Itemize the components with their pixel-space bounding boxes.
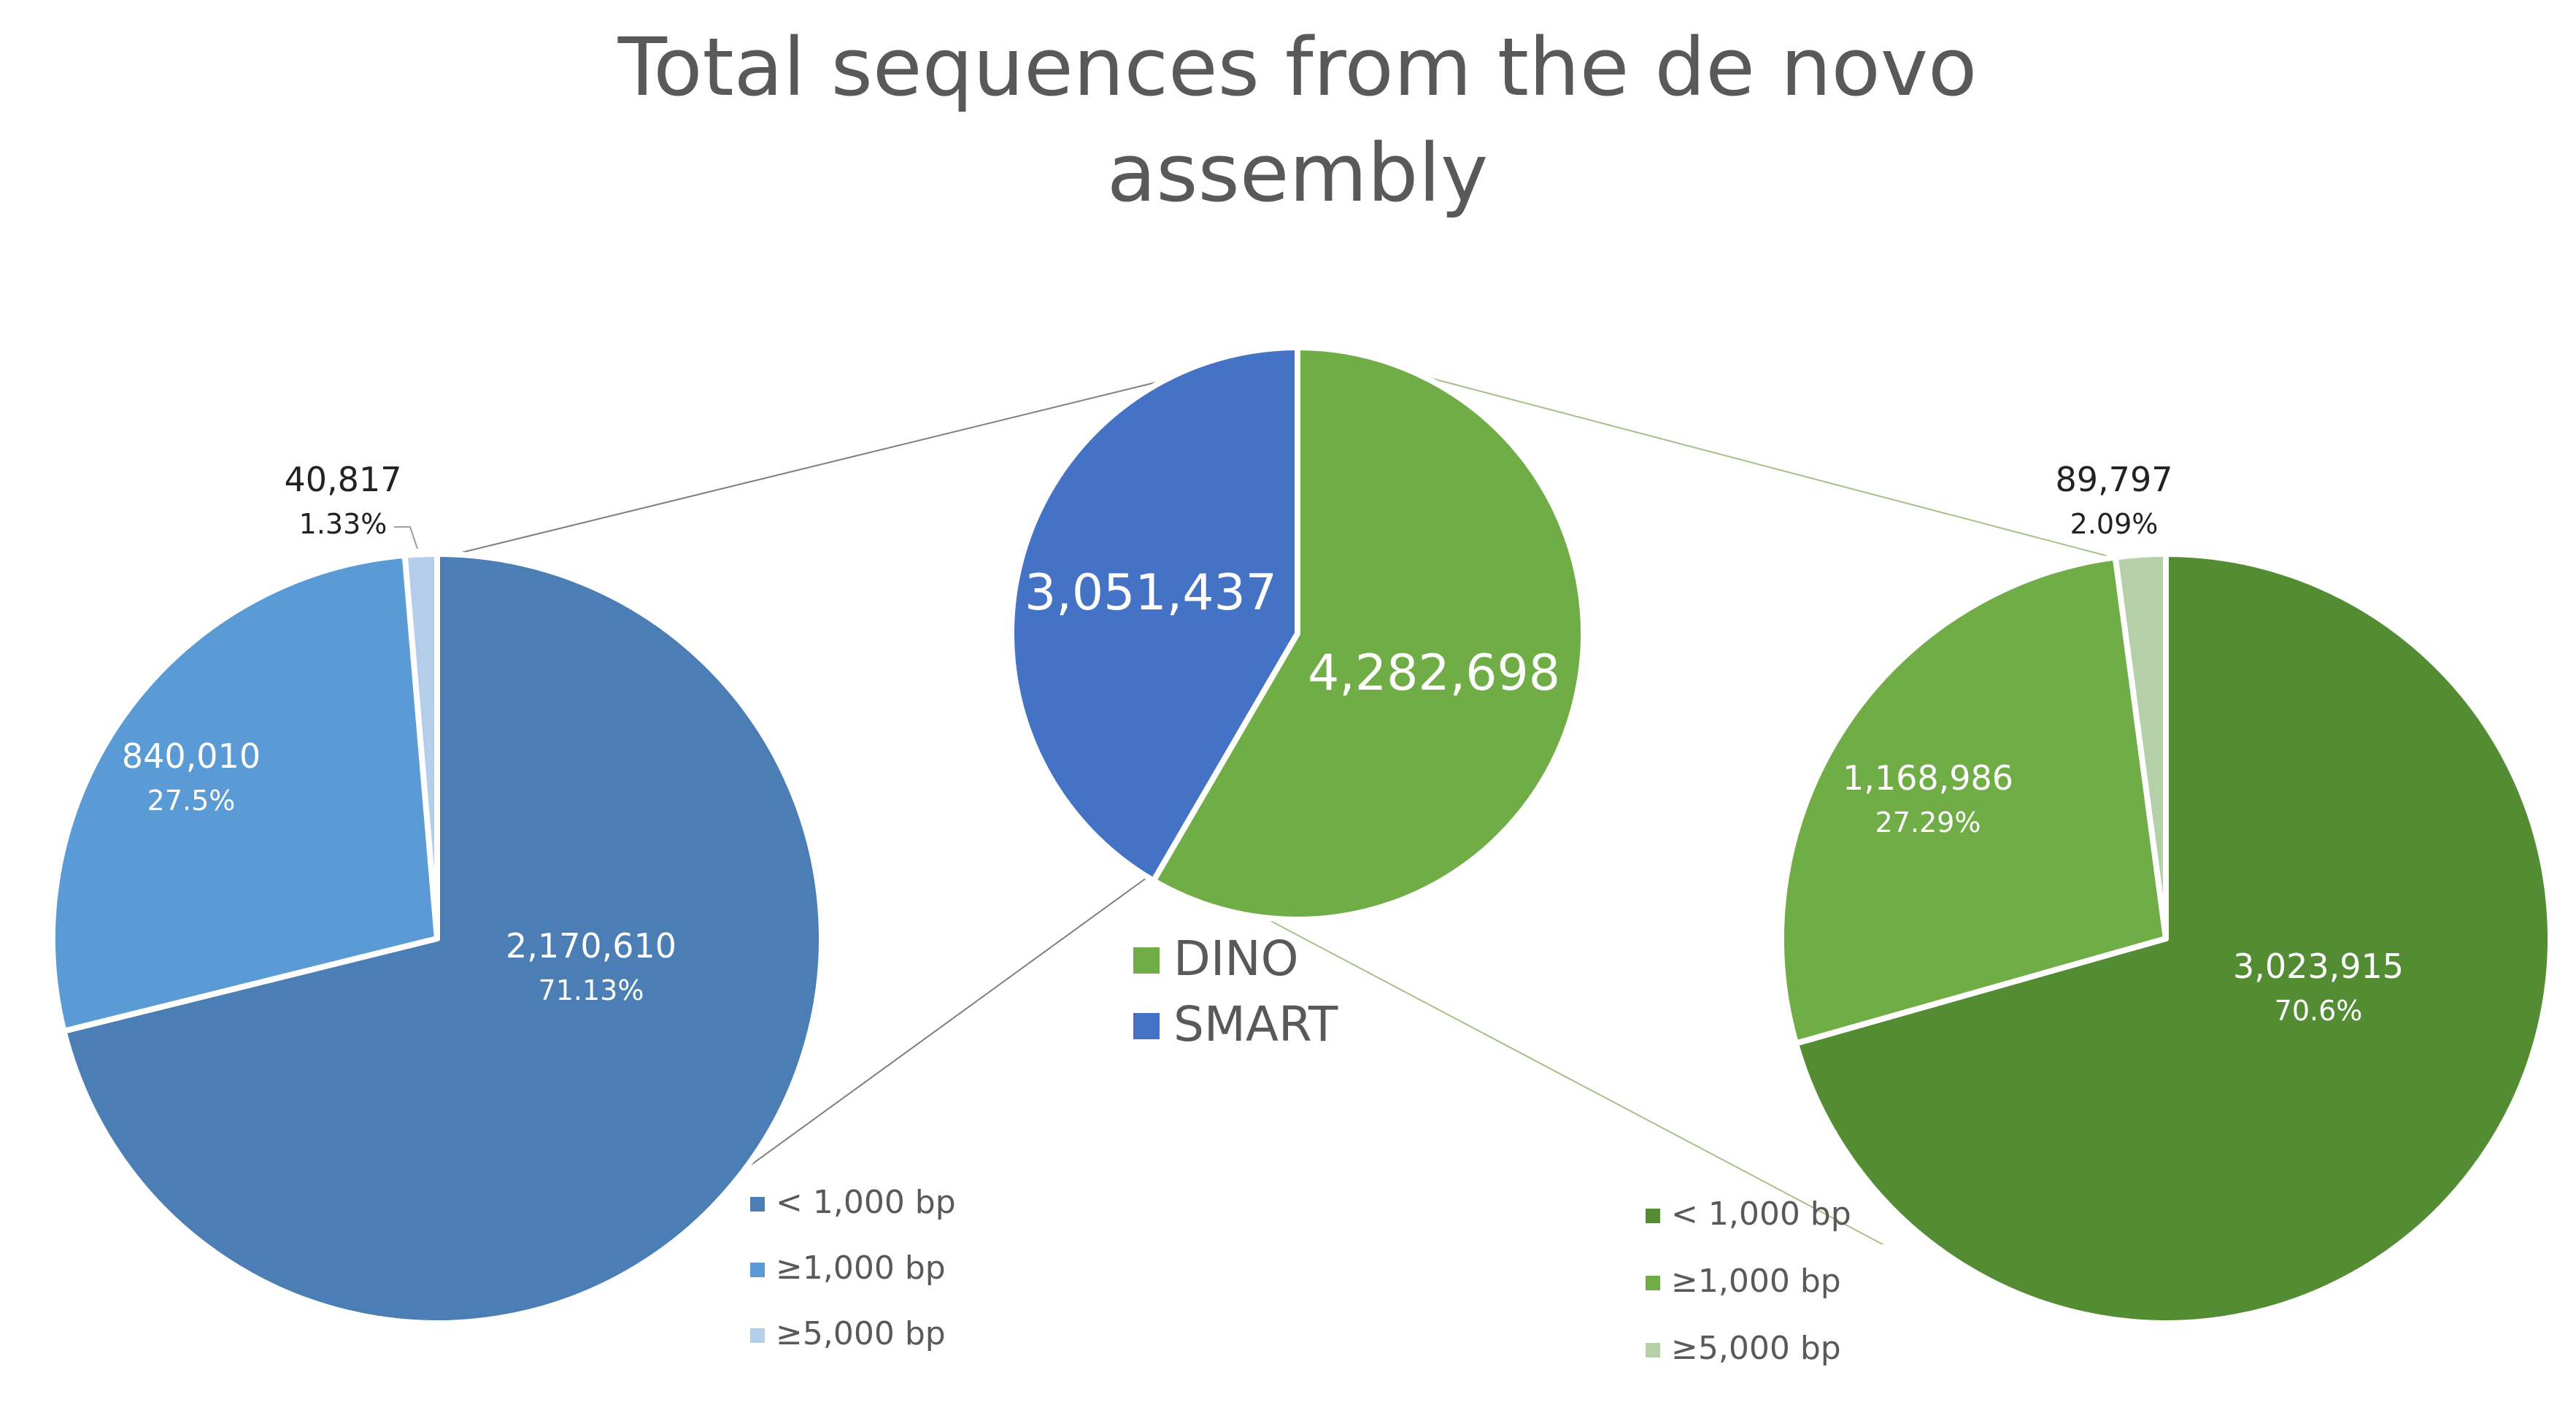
pie-2-slice-1-000-bp [1778,554,2169,1047]
dino-legend-label-1-000-bp: ≥1,000 bp [1671,1263,1841,1300]
smart-legend-swatch-1-000-bp [750,1263,765,1277]
main-pie-label-smart: 3,051,437 [1025,564,1277,622]
dino-label-percent-5-000-bp: 2.09% [2070,508,2159,540]
smart-label-value-5-000-bp: 40,817 [285,460,402,499]
pie-0-slice-smart [1009,344,1300,884]
smart-label-percent-1-000-bp: 71.13% [539,974,644,1006]
dino-legend-swatch-1-000-bp [1646,1209,1660,1223]
legend-swatch-dino [1133,947,1160,974]
smart-label-value-1-000-bp: 840,010 [122,736,261,776]
dino-legend-label-5-000-bp: ≥5,000 bp [1671,1330,1841,1367]
connector-line-smart-bottom [736,875,1150,1176]
pie-1-slice-1-000-bp [61,551,825,1326]
smart-legend-label-1-000-bp: ≥1,000 bp [776,1249,946,1287]
connector-line-smart-top [437,379,1168,559]
dino-label-percent-1-000-bp: 27.29% [1875,806,1981,839]
chart-title-line-2: assembly [1107,126,1488,220]
smart-legend-label-5-000-bp: ≥5,000 bp [776,1315,946,1352]
main-pie-label-dino: 4,282,698 [1308,644,1560,702]
chart-title-line-1: Total sequences from the de novo [617,20,1978,114]
connector-lines [437,377,2117,1245]
pie-1-slice-1-000-bp [50,552,440,1034]
smart-legend-label-1-000-bp: < 1,000 bp [776,1184,956,1221]
dino-label-percent-1-000-bp: 70.6% [2275,995,2363,1027]
dino-label-value-1-000-bp: 3,023,915 [2233,947,2404,986]
smart-label-percent-5-000-bp: 1.33% [299,508,387,540]
pie-1-slice-5-000-bp [401,551,440,941]
dino-legend-swatch-5-000-bp [1646,1343,1660,1357]
dino-label-value-5-000-bp: 89,797 [2056,460,2173,499]
smart-label-percent-1-000-bp: 27.5% [147,785,236,817]
pie-2-slice-5-000-bp [2112,551,2169,941]
smart-legend-swatch-1-000-bp [750,1197,765,1212]
connector-line-dino-top [1430,377,2117,559]
connector-line-dino-bottom [1240,904,1883,1245]
smart-label-value-1-000-bp: 2,170,610 [506,926,676,966]
pies-group [50,344,2553,1326]
dino-label-value-1-000-bp: 1,168,986 [1843,758,2013,798]
legend-label-smart: SMART [1173,996,1338,1052]
smart-legend-swatch-5-000-bp [750,1328,765,1343]
smart-label-leader-line [394,526,418,550]
legend-label-dino: DINO [1173,931,1299,987]
labels-group: 3,051,437 4,282,698 2,170,610 71.13% 840,010… [122,460,2404,1027]
legends-group: DINO SMART < 1,000 bp ≥1,000 bp ≥5,000 bp < 1… [750,931,1851,1367]
legend-swatch-smart [1133,1013,1160,1039]
dino-legend-label-1-000-bp: < 1,000 bp [1671,1195,1851,1233]
pie-0-slice-dino [1150,344,1586,923]
dino-legend-swatch-1-000-bp [1646,1276,1660,1290]
pie-2-slice-1-000-bp [1792,551,2553,1326]
